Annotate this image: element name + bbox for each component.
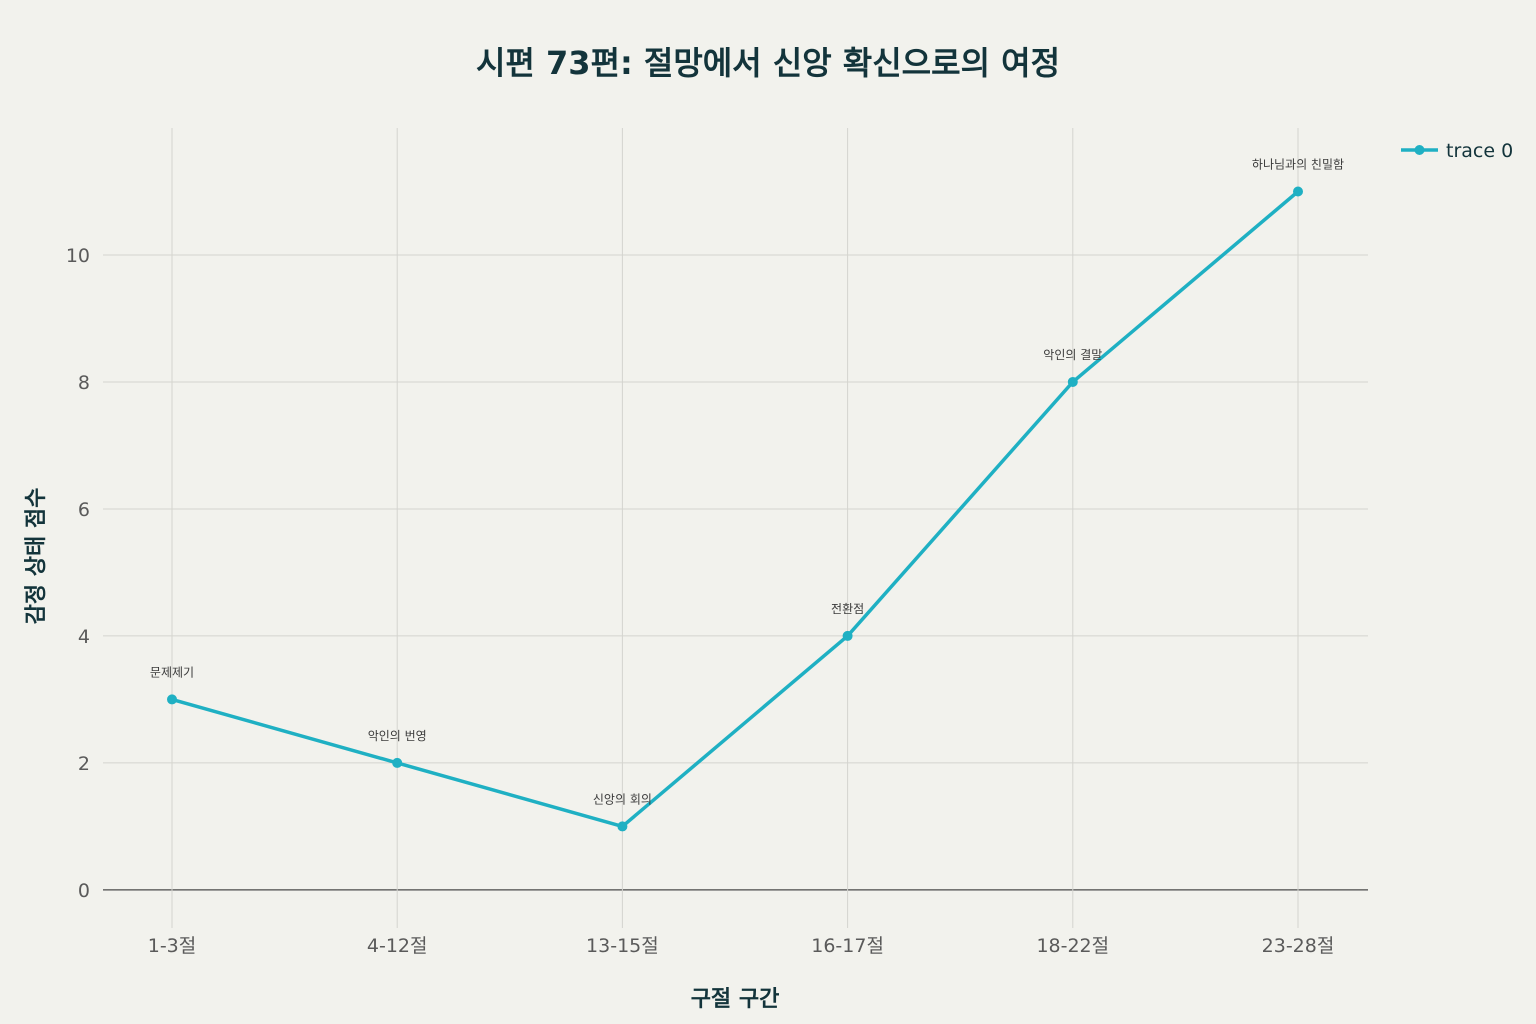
y-tick-label: 6 <box>78 499 90 521</box>
x-tick-label: 1-3절 <box>148 935 197 957</box>
x-tick-label: 23-28절 <box>1262 935 1335 957</box>
data-point[interactable] <box>842 630 853 641</box>
y-tick-label: 4 <box>78 626 90 648</box>
data-point[interactable] <box>1067 376 1078 387</box>
point-label: 악인의 번영 <box>368 729 427 743</box>
x-tick-labels: 1-3절 4-12절 13-15절 16-17절 18-22절 23-28절 <box>148 935 1335 957</box>
y-axis-title: 감정 상태 점수 <box>24 488 49 625</box>
point-label: 악인의 결말 <box>1043 348 1102 362</box>
data-point[interactable] <box>1293 186 1303 197</box>
point-label: 신앙의 회의 <box>593 792 652 806</box>
point-label: 전환점 <box>831 602 864 616</box>
y-tick-label: 2 <box>78 753 90 775</box>
x-axis-title: 구절 구간 <box>691 987 780 1012</box>
legend-label: trace 0 <box>1446 140 1513 162</box>
y-tick-label: 8 <box>78 372 90 394</box>
x-tick-label: 4-12절 <box>367 935 428 957</box>
legend-marker-icon <box>1414 145 1425 155</box>
data-point[interactable] <box>617 821 628 832</box>
chart-title: 시편 73편: 절망에서 신앙 확신으로의 여정 <box>476 44 1060 82</box>
data-point[interactable] <box>392 757 403 768</box>
point-label: 문제제기 <box>150 665 194 679</box>
x-tick-label: 16-17절 <box>811 935 884 957</box>
y-tick-labels: 0 2 4 6 8 10 <box>66 245 90 902</box>
x-tick-label: 13-15절 <box>586 935 659 957</box>
y-tick-label: 10 <box>66 245 90 267</box>
legend[interactable]: trace 0 <box>1401 140 1513 162</box>
data-point[interactable] <box>167 694 177 705</box>
series-line <box>171 190 1300 829</box>
grid <box>103 128 1368 928</box>
y-tick-label: 0 <box>78 880 90 902</box>
x-tick-label: 18-22절 <box>1036 935 1109 957</box>
series-layer <box>167 186 1303 832</box>
point-label: 하나님과의 친밀함 <box>1252 157 1344 171</box>
